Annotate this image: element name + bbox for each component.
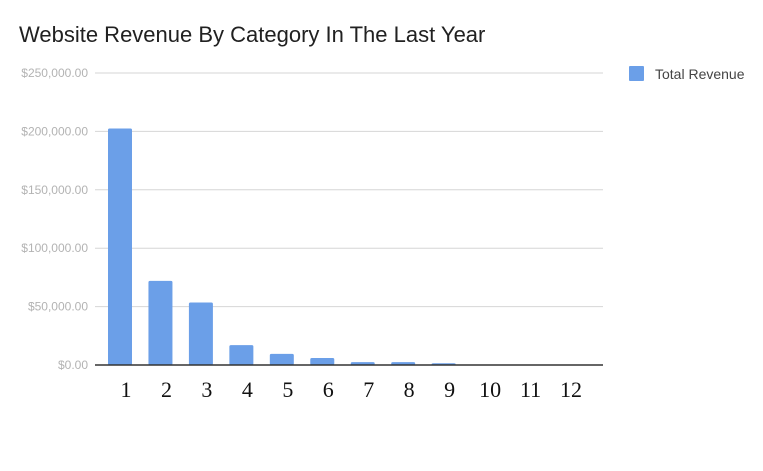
- y-tick-label: $50,000.00: [28, 300, 88, 314]
- y-axis-tick-labels: $0.00 $50,000.00 $100,000.00 $150,000.00 $20…: [21, 66, 88, 372]
- x-tick-label: 1: [121, 377, 132, 402]
- gridlines: [95, 72, 603, 308]
- y-tick-label: $250,000.00: [21, 66, 88, 80]
- x-tick-label: 4: [242, 377, 253, 402]
- legend-label-total-revenue: Total Revenue: [655, 66, 745, 82]
- y-tick-label: $0.00: [58, 358, 88, 372]
- x-tick-label: 10: [479, 377, 501, 402]
- x-tick-label: 2: [161, 377, 172, 402]
- x-tick-label: 8: [404, 377, 415, 402]
- bar-category-1: [108, 128, 132, 365]
- x-tick-label: 9: [444, 377, 455, 402]
- x-tick-label: 12: [560, 377, 582, 402]
- bar-category-5: [269, 353, 294, 365]
- chart-title: Website Revenue By Category In The Last …: [19, 22, 485, 47]
- y-tick-label: $150,000.00: [21, 183, 88, 197]
- y-tick-label: $200,000.00: [21, 124, 88, 138]
- x-tick-label: 5: [282, 377, 293, 402]
- legend: Total Revenue: [629, 66, 745, 82]
- bar-category-3: [188, 302, 213, 365]
- x-tick-label: 7: [363, 377, 374, 402]
- x-axis-tick-labels: 1 2 3 4 5 6 7 8 9 10 11 12: [121, 377, 583, 402]
- x-tick-label: 3: [201, 377, 212, 402]
- legend-swatch-total-revenue: [629, 66, 644, 81]
- bar-category-2: [148, 280, 173, 365]
- bar-category-6: [310, 357, 335, 365]
- bar-category-4: [229, 345, 254, 365]
- y-tick-label: $100,000.00: [21, 241, 88, 255]
- x-tick-label: 11: [520, 377, 541, 402]
- x-tick-label: 6: [323, 377, 334, 402]
- bars: [108, 128, 456, 365]
